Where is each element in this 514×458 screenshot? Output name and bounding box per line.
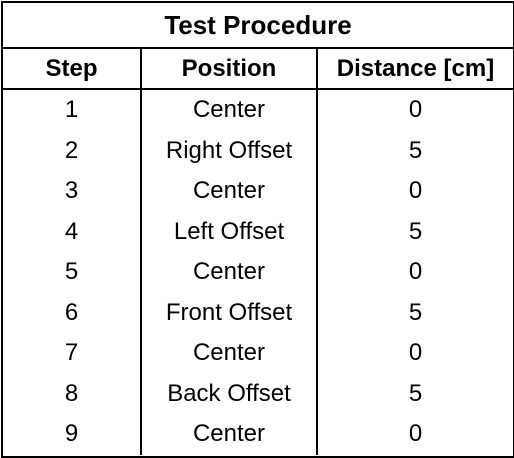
table-row: 5 Center 0 [3, 252, 513, 293]
step-cell: 8 [64, 379, 79, 407]
step-cell: 9 [64, 420, 79, 448]
step-cell: 6 [64, 298, 79, 326]
column-header-distance: Distance [cm] [316, 48, 513, 90]
position-cell: Center [140, 89, 317, 131]
table-row: 9 Center 0 [3, 414, 513, 455]
column-header-position: Position [140, 48, 317, 90]
column-header-step: Step [3, 48, 141, 90]
distance-cell: 5 [316, 130, 513, 171]
step-cell: 7 [64, 339, 79, 367]
position-cell: Center [140, 333, 317, 374]
table-row: 4 Left Offset 5 [3, 211, 513, 252]
header-row: Step Position Distance [cm] [3, 48, 513, 90]
position-cell: Left Offset [140, 211, 317, 252]
table-row: 7 Center 0 [3, 333, 513, 374]
position-cell: Right Offset [140, 130, 317, 171]
table-row: 6 Front Offset 5 [3, 292, 513, 333]
distance-cell: 5 [316, 373, 513, 414]
distance-cell: 0 [316, 414, 513, 455]
step-cell: 2 [64, 136, 79, 164]
distance-cell: 0 [316, 171, 513, 212]
table-row: 1 Center 0 [3, 89, 513, 131]
table-row: 8 Back Offset 5 [3, 373, 513, 414]
position-cell: Front Offset [140, 292, 317, 333]
table-row: 2 Right Offset 5 [3, 130, 513, 171]
distance-cell: 5 [316, 211, 513, 252]
table-title: Test Procedure [3, 3, 513, 49]
step-cell: 1 [64, 96, 79, 124]
position-cell: Center [140, 171, 317, 212]
distance-cell: 0 [316, 89, 513, 131]
step-cell: 5 [64, 258, 79, 286]
position-cell: Center [140, 252, 317, 293]
table-row: 3 Center 0 [3, 171, 513, 212]
distance-cell: 5 [316, 292, 513, 333]
distance-cell: 0 [316, 252, 513, 293]
step-cell: 4 [64, 217, 79, 245]
distance-cell: 0 [316, 333, 513, 374]
position-cell: Back Offset [140, 373, 317, 414]
title-row: Test Procedure [3, 3, 513, 49]
step-cell: 3 [64, 177, 79, 205]
position-cell: Center [140, 414, 317, 455]
test-procedure-table: Test Procedure Step Position Distance [c… [3, 3, 513, 455]
